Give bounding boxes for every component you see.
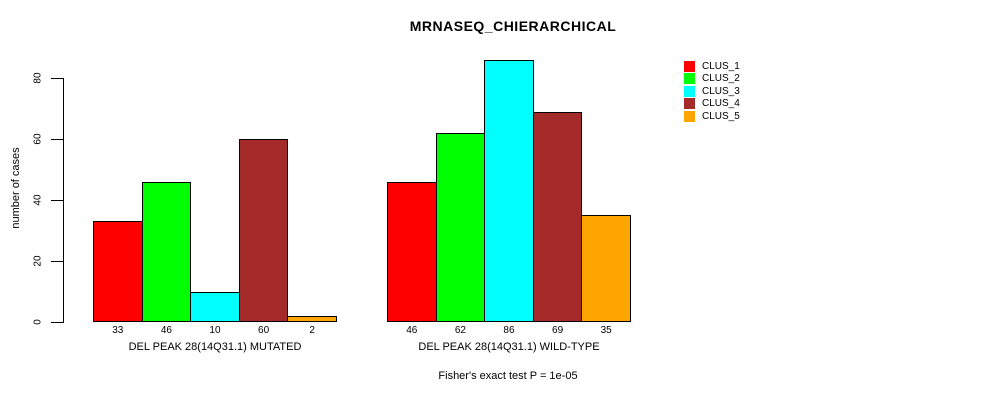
legend-swatch-icon bbox=[684, 98, 695, 110]
legend-entry: CLUS_4 bbox=[684, 98, 740, 111]
legend-label: CLUS_2 bbox=[702, 73, 740, 85]
legend-swatch-icon bbox=[684, 60, 695, 72]
legend-swatch-icon bbox=[684, 85, 695, 97]
bar-value-label: 35 bbox=[600, 325, 612, 336]
legend-swatch-icon bbox=[684, 110, 695, 122]
bar-value-label: 62 bbox=[454, 325, 466, 336]
bar-clus_1-group1 bbox=[93, 221, 143, 322]
bar-value-label: 46 bbox=[160, 325, 172, 336]
bar-value-label: 33 bbox=[112, 325, 124, 336]
legend-swatch-icon bbox=[684, 73, 695, 85]
fisher-test-label: Fisher's exact test P = 1e-05 bbox=[438, 370, 578, 382]
y-axis-tick-label-text: 20 bbox=[32, 255, 44, 267]
chart-title: MRNASEQ_CHIERARCHICAL bbox=[409, 18, 617, 34]
bar-clus_3-group1 bbox=[190, 291, 240, 322]
bar-clus_4-group1 bbox=[238, 139, 289, 322]
bar-value-label: 2 bbox=[309, 325, 315, 336]
legend: CLUS_1 CLUS_2 CLUS_3 CLUS_4 CLUS_5 bbox=[684, 60, 740, 123]
bar-clus_2-group2 bbox=[435, 132, 486, 322]
y-axis-tick bbox=[51, 200, 64, 201]
y-axis-tick-label-text: 40 bbox=[32, 194, 44, 206]
bar-clus_5-group1 bbox=[287, 315, 337, 322]
bar-clus_4-group2 bbox=[532, 111, 583, 322]
legend-label: CLUS_3 bbox=[702, 85, 740, 97]
bar-value-label: 10 bbox=[209, 325, 221, 336]
bar-clus_3-group2 bbox=[484, 59, 534, 322]
legend-entry: CLUS_3 bbox=[684, 85, 740, 98]
bar-clus_5-group2 bbox=[581, 215, 631, 322]
bar-value-label: 46 bbox=[406, 325, 418, 336]
bar-clus_2-group1 bbox=[141, 181, 192, 322]
legend-label: CLUS_5 bbox=[702, 110, 740, 122]
y-axis-tick-label-text: 80 bbox=[32, 72, 44, 84]
group-label-wild-type: DEL PEAK 28(14Q31.1) WILD-TYPE bbox=[418, 341, 600, 353]
y-axis-tick bbox=[51, 322, 64, 323]
y-axis-tick bbox=[51, 139, 64, 140]
y-axis-tick bbox=[51, 261, 64, 262]
legend-entry: CLUS_2 bbox=[684, 73, 740, 86]
legend-entry: CLUS_1 bbox=[684, 60, 740, 73]
y-axis-tick bbox=[51, 78, 64, 79]
legend-label: CLUS_1 bbox=[702, 60, 740, 72]
bar-value-label: 60 bbox=[258, 325, 270, 336]
bar-value-label: 86 bbox=[503, 325, 515, 336]
group-label-mutated: DEL PEAK 28(14Q31.1) MUTATED bbox=[128, 341, 302, 353]
bar-value-label: 69 bbox=[552, 325, 564, 336]
y-axis-tick-label-text: 60 bbox=[32, 133, 44, 145]
legend-entry: CLUS_5 bbox=[684, 110, 740, 123]
legend-label: CLUS_4 bbox=[702, 98, 740, 110]
bar-clus_1-group2 bbox=[387, 181, 437, 322]
y-axis-tick-label-text: 0 bbox=[32, 319, 44, 325]
